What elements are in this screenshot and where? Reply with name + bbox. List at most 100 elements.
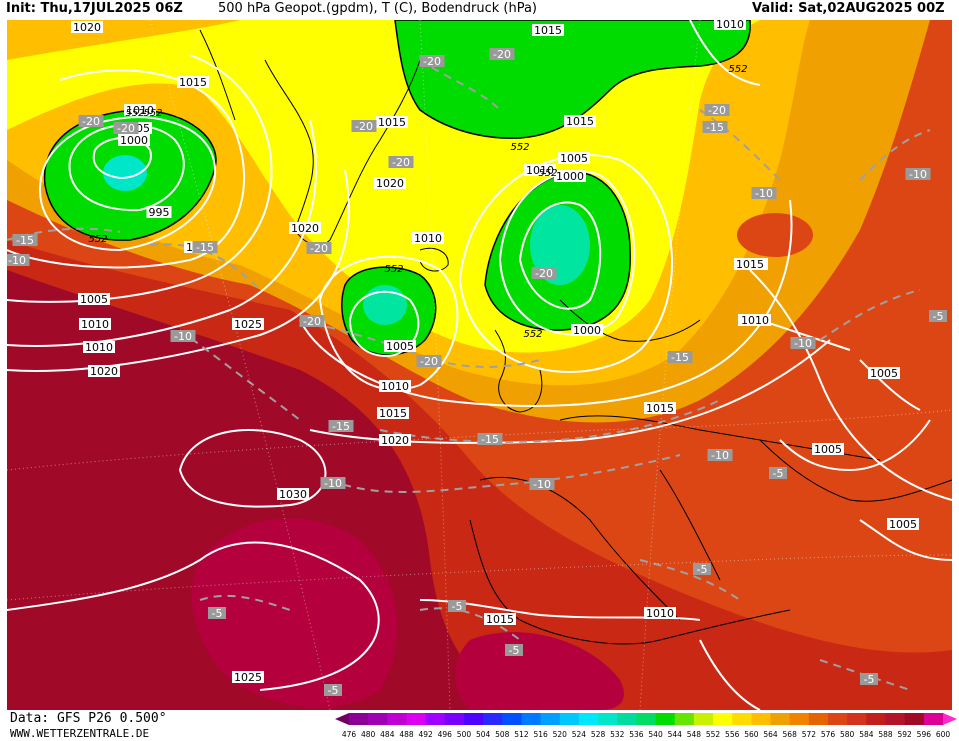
svg-text:-20: -20: [310, 242, 328, 255]
svg-text:-20: -20: [303, 315, 321, 328]
svg-text:1005: 1005: [386, 340, 414, 353]
isotherm-label: -20: [299, 315, 325, 328]
colorbar-swatch: [335, 713, 349, 725]
isotherm-label: -5: [208, 607, 226, 620]
isotherm-label: -20: [419, 55, 445, 68]
svg-text:1015: 1015: [378, 116, 406, 129]
isobar-label: 1030: [277, 488, 309, 501]
svg-text:-20: -20: [535, 267, 553, 280]
ridge-core-south: [455, 632, 624, 710]
svg-text:1025: 1025: [234, 318, 262, 331]
svg-text:1005: 1005: [80, 293, 108, 306]
isobar-label: 1020: [379, 434, 411, 447]
svg-text:-15: -15: [16, 234, 34, 247]
isotherm-label: -10: [790, 337, 816, 350]
svg-text:1020: 1020: [291, 222, 319, 235]
isotherm-label: -15: [192, 241, 218, 254]
colorbar-label: 480: [361, 730, 376, 739]
svg-text:-10: -10: [909, 168, 927, 181]
svg-text:-5: -5: [212, 607, 223, 620]
svg-text:1000: 1000: [556, 170, 584, 183]
isobar-label: 1005: [812, 443, 844, 456]
isobar-label: 1025: [232, 318, 264, 331]
isobar-label: 1010: [79, 318, 111, 331]
colorbar-label: 588: [878, 730, 893, 739]
isobar-label: 1000: [118, 134, 150, 147]
colorbar-label: 476: [342, 730, 357, 739]
colorbar-swatch: [636, 713, 657, 725]
colorbar-label: 552: [706, 730, 721, 739]
colorbar-swatch: [444, 713, 465, 725]
height-label: 552: [125, 108, 144, 119]
colorbar-swatch: [943, 713, 957, 725]
svg-text:1000: 1000: [120, 134, 148, 147]
svg-text:1005: 1005: [870, 367, 898, 380]
svg-text:1025: 1025: [234, 671, 262, 684]
isobar-label: 1000: [554, 170, 586, 183]
svg-text:1030: 1030: [279, 488, 307, 501]
colorbar-swatch: [828, 713, 848, 725]
colorbar-label: 540: [648, 730, 663, 739]
svg-text:552: 552: [88, 234, 107, 245]
svg-text:-20: -20: [708, 104, 726, 117]
valid-time: Valid: Sat,02AUG2025 00Z: [752, 1, 945, 16]
isobar-label: 1010: [83, 341, 115, 354]
height-label: 552: [510, 142, 529, 153]
isobar-label: 1015: [564, 115, 596, 128]
svg-text:1020: 1020: [73, 21, 101, 34]
colorbar-label: 492: [418, 730, 433, 739]
isotherm-label: -5: [693, 563, 711, 576]
isotherm-label: -5: [769, 467, 787, 480]
colorbar-swatch: [387, 713, 407, 725]
svg-text:1010: 1010: [646, 607, 674, 620]
isobar-label: 1010: [412, 232, 444, 245]
colorbar-label: 580: [840, 730, 855, 739]
svg-text:1020: 1020: [376, 177, 404, 190]
isotherm-label: -5: [505, 644, 523, 657]
svg-text:-20: -20: [355, 120, 373, 133]
isotherm-label: -10: [7, 254, 30, 267]
colorbar-swatch: [732, 713, 752, 725]
isotherm-label: -15: [12, 234, 38, 247]
colorbar-swatch: [349, 713, 369, 725]
isobar-label: 1010: [739, 314, 771, 327]
colorbar-label: 524: [572, 730, 587, 739]
isotherm-label: -20: [489, 48, 515, 61]
ridge-core-southwest: [191, 518, 398, 708]
colorbar-label: 568: [783, 730, 798, 739]
svg-text:-5: -5: [864, 673, 875, 686]
svg-text:-5: -5: [328, 684, 339, 697]
svg-text:552: 552: [510, 142, 529, 153]
isobar-label: 1015: [376, 116, 408, 129]
isobar-label: 1005: [558, 152, 590, 165]
isotherm-label: -5: [448, 600, 466, 613]
colorbar-label: 592: [898, 730, 913, 739]
svg-text:-10: -10: [533, 478, 551, 491]
isotherm-label: -10: [529, 478, 555, 491]
isotherm-label: -10: [707, 449, 733, 462]
svg-text:1015: 1015: [534, 24, 562, 37]
isotherm-label: -15: [667, 351, 693, 364]
svg-text:1010: 1010: [81, 318, 109, 331]
svg-text:552: 552: [384, 264, 403, 275]
isobar-label: 1005: [887, 518, 919, 531]
colorbar-swatch: [521, 713, 542, 725]
colorbar-label: 576: [821, 730, 836, 739]
svg-text:552: 552: [728, 64, 747, 75]
isotherm-label: -5: [324, 684, 342, 697]
colorbar-swatch: [866, 713, 887, 725]
website: WWW.WETTERZENTRALE.DE: [10, 727, 150, 740]
svg-text:-15: -15: [332, 420, 350, 433]
colorbar-swatch: [751, 713, 772, 725]
isobar-label: 1015: [644, 402, 676, 415]
svg-text:552: 552: [125, 108, 144, 119]
height-label: 552: [523, 329, 542, 340]
colorbar-swatch: [617, 713, 637, 725]
colorbar-label: 536: [629, 730, 644, 739]
isotherm-label: -20: [78, 115, 104, 128]
svg-text:1010: 1010: [414, 232, 442, 245]
colorbar-label: 528: [591, 730, 606, 739]
svg-text:-5: -5: [452, 600, 463, 613]
isobar-label: 1010: [124, 104, 156, 117]
svg-text:-10: -10: [755, 187, 773, 200]
